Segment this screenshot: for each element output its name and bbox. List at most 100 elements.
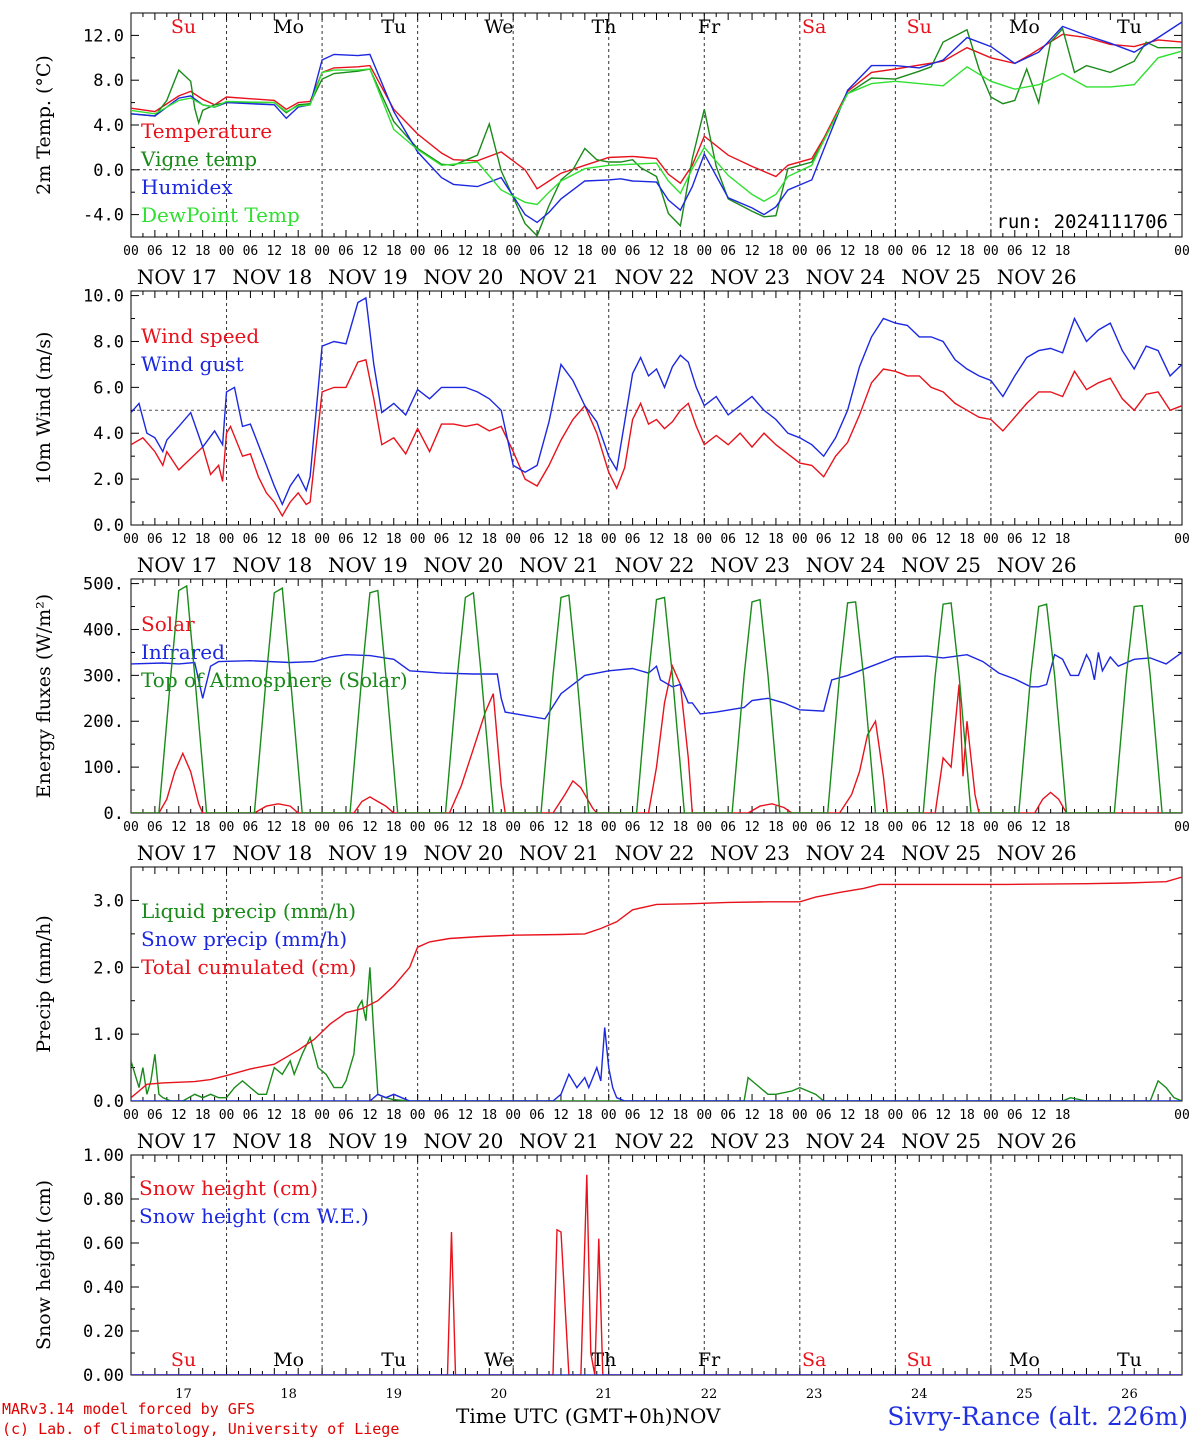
flux-legend-entry: Infrared — [141, 640, 225, 664]
flux-hour-label: 06 — [243, 820, 259, 835]
flux-date-label: NOV 19 — [328, 841, 408, 865]
day-number-label: 23 — [806, 1387, 823, 1402]
precip-hour-label: 00 — [983, 1108, 999, 1123]
flux-hour-label: 18 — [386, 820, 402, 835]
wind-hour-label: 12 — [171, 532, 187, 547]
day-number-label: 22 — [701, 1387, 718, 1402]
flux-hour-label: 18 — [1055, 820, 1071, 835]
wind-hour-label: 18 — [673, 532, 689, 547]
precip-y-tick-label: 2.0 — [93, 958, 124, 978]
temp-date-label: NOV 23 — [710, 265, 790, 289]
precip-hour-label: 00 — [505, 1108, 521, 1123]
snow-y-tick-label: 1.00 — [83, 1146, 124, 1166]
flux-frame — [130, 578, 1183, 814]
flux-hour-label: 06 — [147, 820, 163, 835]
temp-y-tick-label: 12.0 — [83, 26, 124, 46]
flux-hour-label: 00 — [1174, 820, 1190, 835]
wind-y-axis-label: 10m Wind (m/s) — [33, 332, 55, 485]
temp-hour-label: 06 — [1007, 244, 1023, 259]
precip-date-label: NOV 17 — [137, 1129, 217, 1153]
precip-hour-label: 00 — [1174, 1108, 1190, 1123]
precip-hour-label: 12 — [553, 1108, 569, 1123]
temp-hour-label: 18 — [290, 244, 306, 259]
precip-hour-label: 06 — [816, 1108, 832, 1123]
precip-hour-label: 18 — [1055, 1108, 1071, 1123]
weekday-label-top: Su — [907, 16, 932, 38]
temp-hour-label: 18 — [1055, 244, 1071, 259]
flux-hour-label: 06 — [434, 820, 450, 835]
precip-hour-label: 18 — [577, 1108, 593, 1123]
flux-y-tick-label: 100. — [83, 758, 124, 778]
weekday-label-bottom: Tu — [381, 1349, 406, 1371]
flux-hour-label: 18 — [290, 820, 306, 835]
weekday-label-top: Tu — [381, 16, 406, 38]
temp-date-label: NOV 25 — [901, 265, 981, 289]
day-number-label: 19 — [385, 1387, 402, 1402]
flux-hour-label: 06 — [816, 820, 832, 835]
flux-legend-entry: Solar — [141, 612, 195, 636]
temp-series-temperature — [131, 33, 1182, 190]
temp-hour-label: 18 — [195, 244, 211, 259]
precip-y-tick-label: 1.0 — [93, 1025, 124, 1045]
temp-hour-label: 12 — [649, 244, 665, 259]
wind-hour-label: 06 — [816, 532, 832, 547]
temp-hour-label: 18 — [481, 244, 497, 259]
temp-hour-label: 06 — [147, 244, 163, 259]
wind-hour-label: 18 — [768, 532, 784, 547]
wind-hour-label: 00 — [696, 532, 712, 547]
temp-date-label: NOV 24 — [806, 265, 886, 289]
panel-wind: 0.0 2.0 4.0 6.0 8.0 10.0 10m Wind (m/s) 00 06 12 1… — [33, 287, 1190, 577]
flux-hour-label: 12 — [171, 820, 187, 835]
weekday-label-top: Tu — [1117, 16, 1142, 38]
snow-series-snow-height-cm — [131, 1174, 1182, 1375]
flux-date-label: NOV 26 — [997, 841, 1077, 865]
wind-hour-label: 18 — [577, 532, 593, 547]
wind-hour-label: 06 — [911, 532, 927, 547]
temp-hour-label: 18 — [864, 244, 880, 259]
precip-hour-label: 12 — [266, 1108, 282, 1123]
temp-date-label: NOV 26 — [997, 265, 1077, 289]
weekday-label-bottom: Tu — [1117, 1349, 1142, 1371]
precip-date-label: NOV 19 — [328, 1129, 408, 1153]
precip-hour-label: 18 — [864, 1108, 880, 1123]
flux-hour-label: 12 — [840, 820, 856, 835]
flux-hour-label: 18 — [673, 820, 689, 835]
wind-hour-label: 00 — [505, 532, 521, 547]
weekday-label-top: Mo — [273, 16, 304, 38]
precip-hour-label: 18 — [290, 1108, 306, 1123]
temp-hour-label: 00 — [983, 244, 999, 259]
flux-y-tick-label: 0. — [104, 804, 124, 824]
wind-hour-label: 18 — [959, 532, 975, 547]
flux-date-label: NOV 25 — [901, 841, 981, 865]
wind-date-label: NOV 21 — [519, 553, 599, 577]
temp-hour-label: 00 — [1174, 244, 1190, 259]
flux-y-tick-label: 500. — [83, 575, 124, 595]
flux-hour-label: 06 — [1007, 820, 1023, 835]
wind-hour-label: 12 — [362, 532, 378, 547]
temp-hour-label: 06 — [720, 244, 736, 259]
wind-date-label: NOV 22 — [615, 553, 695, 577]
temp-hour-label: 12 — [362, 244, 378, 259]
temp-y-tick-label: 4.0 — [93, 116, 124, 136]
day-number-label: 25 — [1016, 1387, 1033, 1402]
flux-hour-label: 12 — [1031, 820, 1047, 835]
precip-hour-label: 18 — [673, 1108, 689, 1123]
precip-hour-label: 00 — [792, 1108, 808, 1123]
temp-date-label: NOV 19 — [328, 265, 408, 289]
snow-y-tick-label: 0.80 — [83, 1190, 124, 1210]
model-credit: MARv3.14 model forced by GFS — [2, 1400, 255, 1418]
precip-hour-label: 12 — [458, 1108, 474, 1123]
precip-hour-label: 12 — [1031, 1108, 1047, 1123]
temp-hour-label: 06 — [911, 244, 927, 259]
flux-date-label: NOV 24 — [806, 841, 886, 865]
run-label: run: 2024111706 — [996, 211, 1168, 233]
weekday-label-bottom: Sa — [802, 1349, 826, 1371]
wind-hour-label: 18 — [481, 532, 497, 547]
temp-hour-label: 12 — [1031, 244, 1047, 259]
snow-y-tick-label: 0.40 — [83, 1278, 124, 1298]
flux-hour-label: 00 — [123, 820, 139, 835]
snow-legend-entry: Snow height (cm) — [139, 1176, 318, 1200]
wind-hour-label: 00 — [410, 532, 426, 547]
wind-date-label: NOV 26 — [997, 553, 1077, 577]
